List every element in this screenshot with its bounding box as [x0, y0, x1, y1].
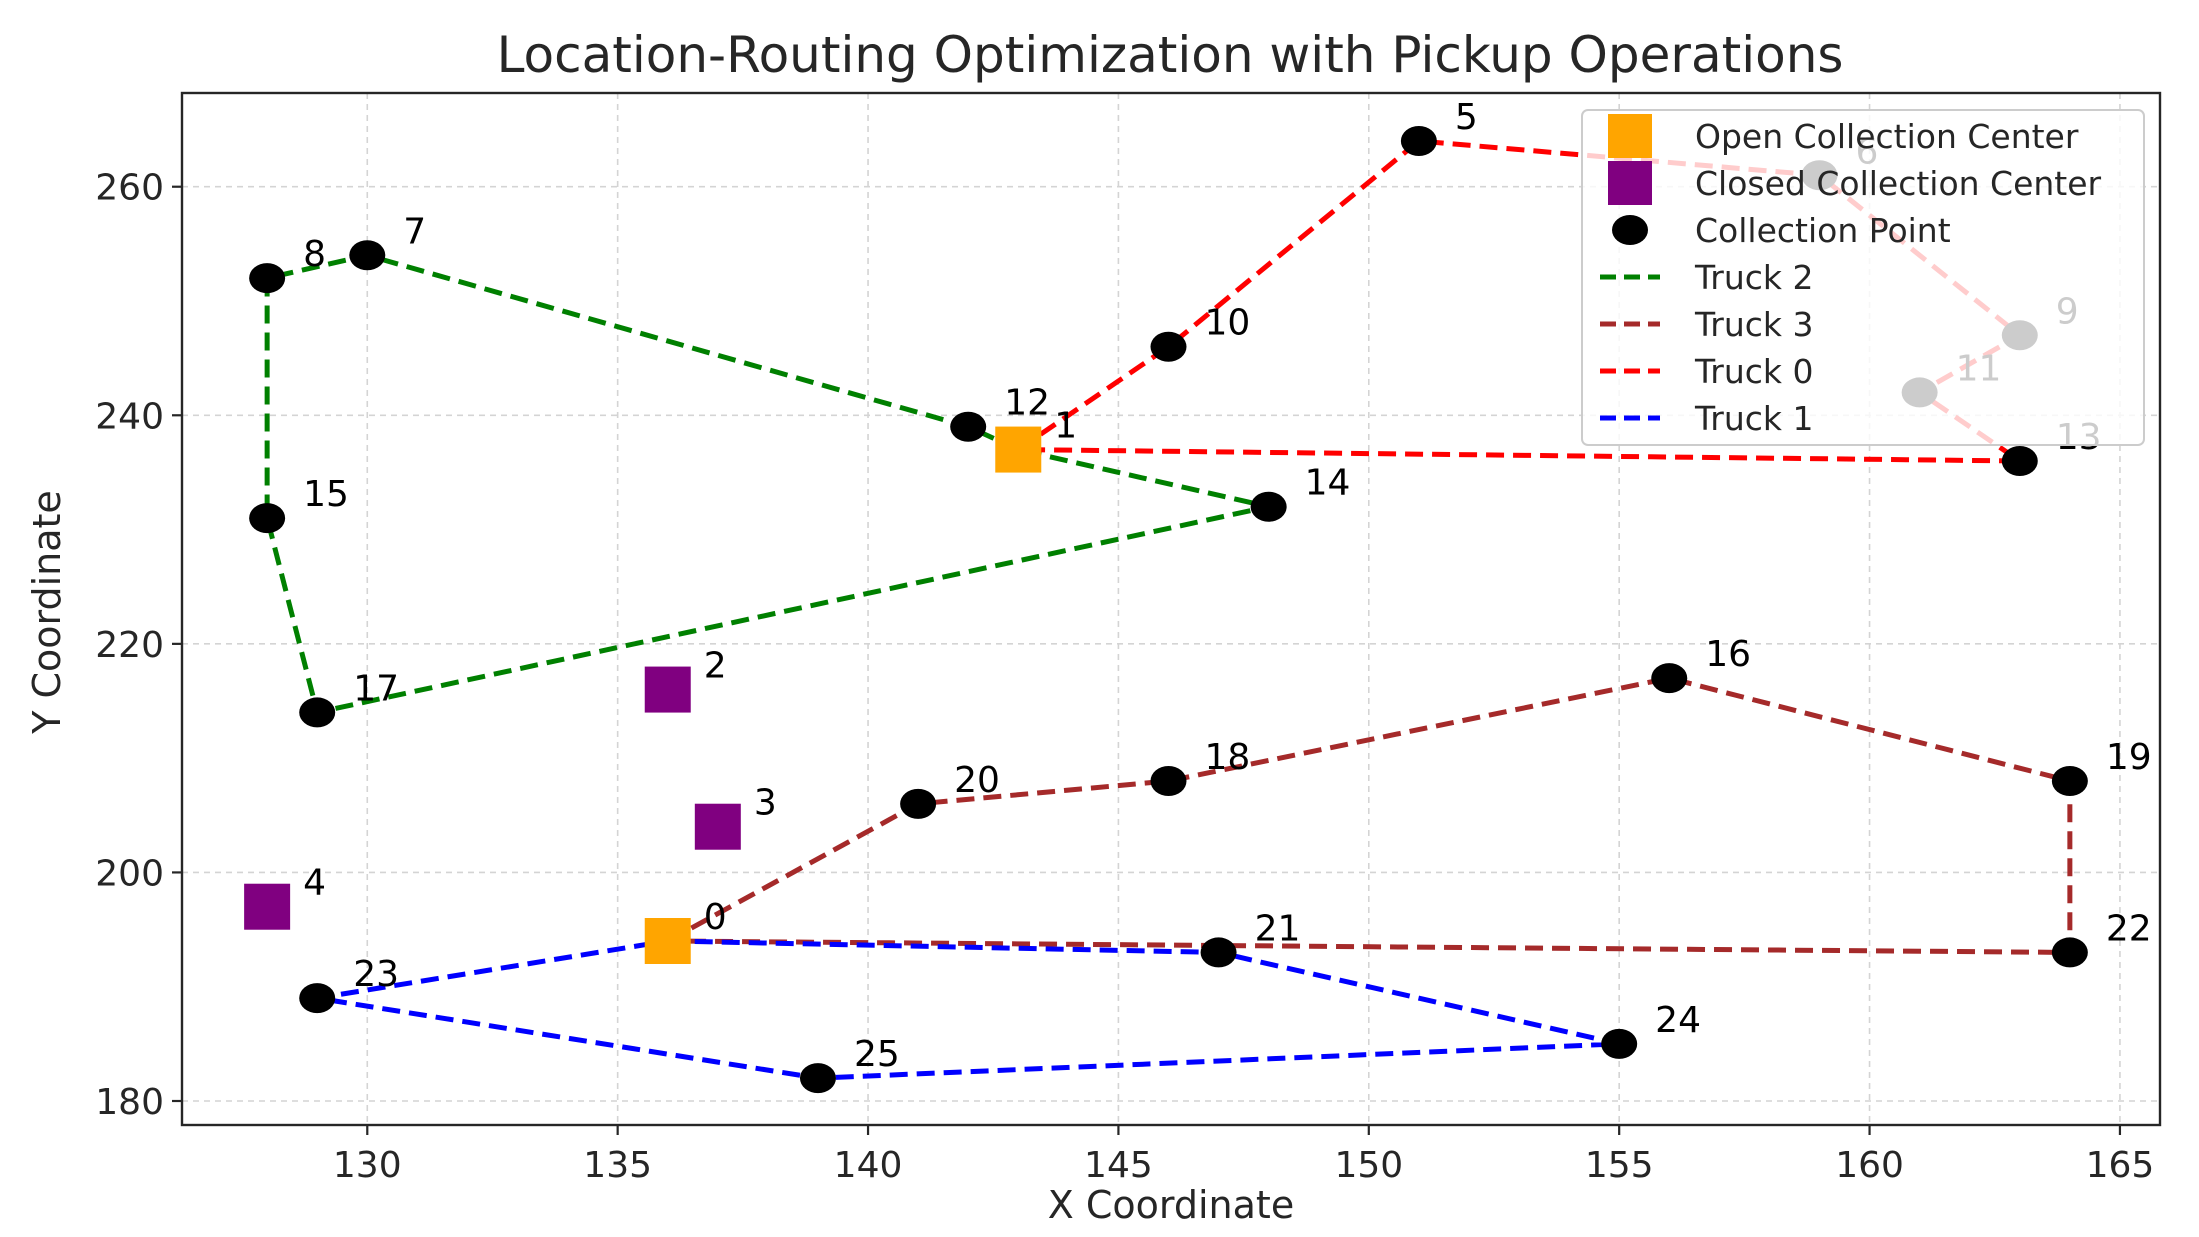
- x-tick-label: 165: [2086, 1145, 2155, 1186]
- legend-box: [1581, 109, 2145, 446]
- point-label-20: 20: [954, 760, 1000, 801]
- point-label-7: 7: [403, 211, 426, 252]
- y-axis-label: Y Coordinate: [25, 490, 69, 735]
- y-tick-label: 180: [95, 1082, 164, 1123]
- x-axis-label: X Coordinate: [1048, 1183, 1294, 1227]
- y-tick-label: 200: [95, 853, 164, 894]
- point-label-16: 16: [1705, 634, 1751, 675]
- point-label-19: 19: [2106, 737, 2152, 778]
- legend-label: Truck 0: [1694, 352, 1814, 391]
- legend-label: Closed Collection Center: [1695, 164, 2102, 203]
- point-label-2: 2: [704, 646, 727, 687]
- closed-center-marker: [644, 666, 691, 713]
- collection-point-marker: [299, 983, 336, 1014]
- closed-center-marker: [694, 803, 741, 850]
- legend-label: Collection Point: [1695, 211, 1951, 250]
- y-tick-label: 260: [95, 168, 164, 209]
- collection-point-marker: [1601, 1028, 1638, 1059]
- point-label-15: 15: [303, 474, 349, 515]
- point-label-0: 0: [704, 897, 727, 938]
- x-tick-label: 130: [333, 1145, 402, 1186]
- collection-point-marker: [249, 263, 286, 294]
- point-label-24: 24: [1655, 1000, 1701, 1041]
- collection-point-marker: [1150, 766, 1187, 796]
- legend-label: Truck 2: [1694, 258, 1814, 297]
- point-label-14: 14: [1305, 463, 1351, 504]
- point-label-18: 18: [1204, 737, 1250, 778]
- collection-point-marker: [249, 503, 286, 534]
- collection-point-marker: [1400, 126, 1437, 156]
- collection-point-marker: [1150, 331, 1187, 362]
- collection-point-marker: [1651, 663, 1688, 694]
- point-label-12: 12: [1004, 383, 1050, 424]
- collection-point-marker: [2051, 937, 2088, 968]
- point-label-23: 23: [353, 954, 399, 995]
- collection-point-marker: [2051, 766, 2088, 796]
- point-label-3: 3: [754, 783, 777, 824]
- route-truck-1: [316, 938, 1620, 1081]
- point-label-21: 21: [1255, 908, 1301, 949]
- collection-point-marker: [299, 697, 336, 728]
- point-label-22: 22: [2106, 908, 2152, 949]
- collection-point-marker: [950, 411, 987, 442]
- x-tick-label: 155: [1585, 1145, 1654, 1186]
- collection-point-marker: [900, 788, 937, 819]
- point-label-1: 1: [1054, 406, 1077, 447]
- legend: Open Collection Center Closed Collection …: [1581, 109, 2145, 446]
- point-label-8: 8: [303, 234, 326, 275]
- collection-point-marker: [349, 240, 386, 271]
- collection-point-marker: [1200, 937, 1237, 968]
- open-center-marker: [644, 918, 691, 964]
- point-label-4: 4: [303, 863, 326, 904]
- grid: [182, 93, 2160, 1125]
- point-label-17: 17: [353, 668, 399, 709]
- collection-point-marker: [1250, 491, 1287, 522]
- x-tick-label: 140: [834, 1145, 903, 1186]
- collection-point-marker: [2001, 446, 2038, 476]
- legend-label: Truck 3: [1694, 305, 1814, 344]
- point-label-10: 10: [1204, 303, 1250, 344]
- closed-center-marker: [244, 883, 291, 930]
- x-tick-label: 145: [1084, 1145, 1153, 1186]
- route-truck-2: [264, 252, 1270, 716]
- point-label-5: 5: [1455, 97, 1478, 138]
- legend-label: Open Collection Center: [1695, 117, 2079, 156]
- point-label-25: 25: [854, 1034, 900, 1075]
- chart-title: Location-Routing Optimization with Picku…: [497, 26, 1844, 84]
- plot-frame: [180, 91, 2162, 1127]
- y-tick-label: 240: [95, 396, 164, 437]
- legend-dot-marker: [1612, 215, 1648, 245]
- x-tick-label: 135: [583, 1145, 652, 1186]
- open-center-marker: [995, 426, 1042, 473]
- collection-point-marker: [799, 1063, 836, 1094]
- y-tick-label: 220: [95, 625, 164, 666]
- legend-square-marker: [1608, 114, 1652, 158]
- x-tick-label: 160: [1835, 1145, 1904, 1186]
- legend-label: Truck 1: [1694, 399, 1814, 438]
- legend-square-marker: [1608, 161, 1652, 205]
- x-tick-label: 150: [1334, 1145, 1403, 1186]
